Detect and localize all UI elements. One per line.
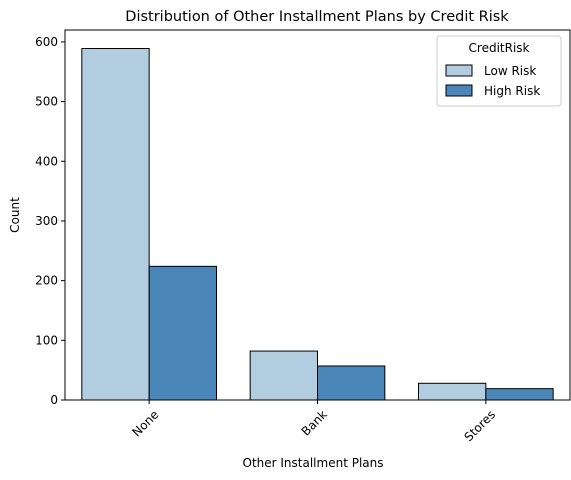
legend-swatch-high-risk bbox=[445, 84, 473, 97]
y-tick-label: 400 bbox=[35, 154, 58, 168]
y-tick-label: 300 bbox=[35, 214, 58, 228]
legend: CreditRisk Low Risk High Risk bbox=[436, 35, 562, 107]
y-axis: 0 100 200 300 400 500 600 bbox=[35, 35, 65, 407]
x-axis: None Bank Stores bbox=[129, 400, 498, 444]
chart-title: Distribution of Other Installment Plans … bbox=[125, 9, 509, 25]
y-tick-label: 0 bbox=[50, 393, 58, 407]
bar-stores-high-risk bbox=[485, 388, 554, 401]
y-tick-label: 600 bbox=[35, 35, 58, 49]
bar-bank-low-risk bbox=[249, 350, 319, 401]
y-axis-label: Count bbox=[8, 197, 22, 233]
x-axis-label: Other Installment Plans bbox=[243, 456, 384, 470]
x-tick-label-bank: Bank bbox=[299, 407, 330, 438]
bars-layer bbox=[81, 48, 554, 401]
legend-label-high-risk: High Risk bbox=[484, 84, 540, 98]
bar-bank-high-risk bbox=[317, 365, 386, 401]
plot-frame bbox=[64, 29, 571, 401]
y-tick-label: 500 bbox=[35, 95, 58, 109]
legend-label-low-risk: Low Risk bbox=[484, 64, 536, 78]
x-tick-label-stores: Stores bbox=[461, 407, 498, 444]
x-tick-label-none: None bbox=[129, 407, 161, 439]
y-tick-label: 200 bbox=[35, 274, 58, 288]
bar-stores-low-risk bbox=[418, 382, 487, 401]
bar-none-high-risk bbox=[148, 265, 218, 401]
bar-none-low-risk bbox=[81, 48, 150, 401]
legend-items: Low Risk High Risk bbox=[445, 64, 540, 98]
y-tick-label: 100 bbox=[35, 333, 58, 347]
legend-swatch-low-risk bbox=[445, 64, 473, 77]
legend-title: CreditRisk bbox=[469, 41, 530, 55]
